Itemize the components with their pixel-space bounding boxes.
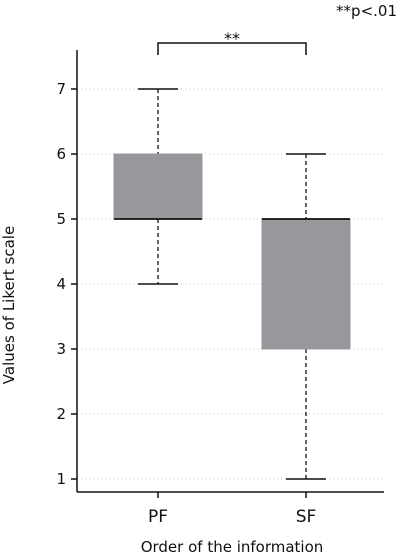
significance-note: **p<.01 — [336, 2, 397, 20]
x-tick-label-sf: SF — [296, 507, 317, 527]
y-tick-label-3: 3 — [56, 340, 66, 358]
y-tick-label-4: 4 — [56, 275, 66, 293]
significance-marker: ** — [224, 29, 240, 48]
boxes — [113, 42, 351, 480]
significance-bracket — [157, 42, 307, 55]
y-tick-label-1: 1 — [56, 470, 66, 488]
y-tick-label-7: 7 — [56, 80, 66, 98]
y-tick-label-5: 5 — [56, 210, 66, 228]
y-axis-title: Values of Likert scale — [0, 226, 18, 384]
y-tick-label-6: 6 — [56, 145, 66, 163]
pf-box — [113, 153, 203, 220]
x-axis-title: Order of the information — [141, 538, 324, 556]
y-tick-label-2: 2 — [56, 405, 66, 423]
x-tick-label-pf: PF — [148, 507, 168, 527]
sf-box — [261, 218, 351, 350]
axes: 1 2 3 4 5 6 7 PF SF — [56, 50, 384, 527]
